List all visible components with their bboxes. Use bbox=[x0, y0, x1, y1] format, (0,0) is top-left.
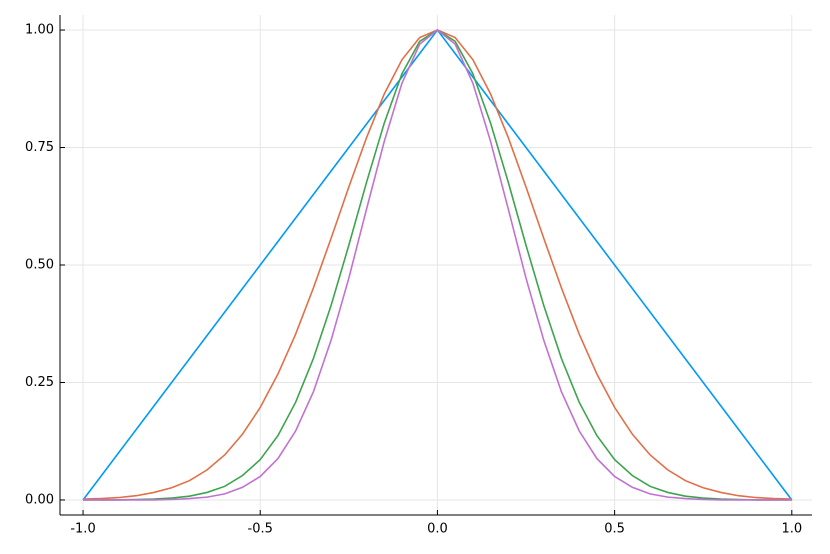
x-tick-label: 0.5 bbox=[604, 522, 625, 537]
series-line bbox=[83, 29, 792, 501]
y-tick-label: 0.00 bbox=[25, 492, 54, 507]
y-tick-label: 0.75 bbox=[25, 140, 54, 155]
y-tick-label: 0.50 bbox=[25, 258, 54, 273]
x-tick-label: -1.0 bbox=[70, 522, 95, 537]
y-tick-label: 0.25 bbox=[25, 375, 54, 390]
x-tick-label: 0.0 bbox=[427, 522, 448, 537]
x-tick-label: -0.5 bbox=[248, 522, 273, 537]
x-tick-label: 1.0 bbox=[781, 522, 802, 537]
y-tick-label: 1.00 bbox=[25, 23, 54, 38]
